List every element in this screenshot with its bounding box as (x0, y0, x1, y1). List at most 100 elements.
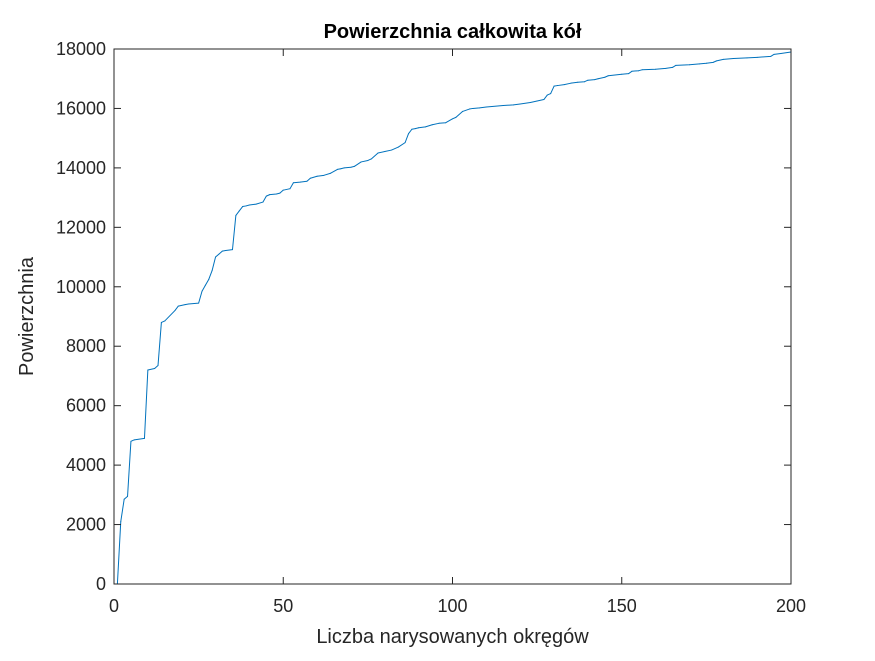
data-point (330, 172, 332, 174)
data-point (130, 440, 132, 442)
data-point (316, 175, 318, 177)
data-point (282, 189, 284, 191)
y-tick-label: 2000 (66, 515, 106, 535)
data-point (411, 128, 413, 130)
x-tick-label: 50 (273, 596, 293, 616)
data-point (655, 68, 657, 70)
data-point (157, 365, 159, 367)
data-point (641, 69, 643, 71)
data-point (120, 521, 122, 523)
data-point (353, 165, 355, 167)
data-point (712, 61, 714, 63)
data-point (184, 304, 186, 306)
y-tick-label: 16000 (56, 98, 106, 118)
data-point (732, 58, 734, 60)
data-point (248, 204, 250, 206)
data-point (143, 437, 145, 439)
x-axis-ticks: 0 50 100 150 200 (109, 49, 806, 616)
y-tick-label: 4000 (66, 455, 106, 475)
data-point (147, 369, 149, 371)
data-point (705, 62, 707, 64)
data-point (455, 116, 457, 118)
data-point (584, 81, 586, 83)
data-point (550, 93, 552, 95)
data-point (485, 106, 487, 108)
data-point (309, 177, 311, 179)
data-point (235, 214, 237, 216)
data-point (587, 79, 589, 81)
data-point (756, 56, 758, 58)
data-point (343, 167, 345, 169)
data-point (479, 107, 481, 109)
data-point (377, 152, 379, 154)
data-point (275, 193, 277, 195)
data-point (512, 104, 514, 106)
data-point (414, 128, 416, 130)
data-point (204, 284, 206, 286)
data-point (638, 70, 640, 72)
data-point (553, 85, 555, 87)
data-point (133, 439, 135, 441)
data-point (336, 168, 338, 170)
data-point (424, 126, 426, 128)
series-layer (116, 51, 792, 585)
data-point (780, 52, 782, 54)
data-point (208, 278, 210, 280)
y-axis-title: Powierzchnia (16, 256, 38, 376)
data-point (722, 58, 724, 60)
data-point (607, 75, 609, 77)
data-point (221, 250, 223, 252)
data-point (577, 81, 579, 83)
data-point (594, 79, 596, 81)
data-point (628, 73, 630, 75)
data-point (289, 188, 291, 190)
data-point (160, 321, 162, 323)
y-tick-label: 0 (96, 574, 106, 594)
data-point (177, 305, 179, 307)
data-point (245, 205, 247, 207)
data-point (201, 290, 203, 292)
data-point (688, 64, 690, 66)
data-point (563, 84, 565, 86)
data-point (279, 192, 281, 194)
data-point (384, 151, 386, 153)
data-point (370, 158, 372, 160)
data-point (164, 320, 166, 322)
data-point (621, 73, 623, 75)
plot-area (114, 49, 791, 584)
data-point (397, 146, 399, 148)
data-point (306, 180, 308, 182)
data-point (242, 206, 244, 208)
data-point (536, 100, 538, 102)
chart-title: Powierzchnia całkowita kół (324, 21, 582, 43)
data-point (154, 368, 156, 370)
data-point (367, 159, 369, 161)
data-point (231, 249, 233, 251)
y-tick-label: 18000 (56, 39, 106, 59)
data-point (438, 122, 440, 124)
data-point (391, 149, 393, 151)
y-tick-label: 14000 (56, 158, 106, 178)
data-point (529, 102, 531, 103)
data-point (404, 142, 406, 144)
y-tick-label: 10000 (56, 277, 106, 297)
data-point (269, 194, 271, 196)
data-point (350, 166, 352, 168)
data-point (604, 76, 606, 78)
data-point (631, 70, 633, 72)
data-point (672, 66, 674, 68)
data-point (462, 110, 464, 112)
y-tick-label: 8000 (66, 336, 106, 356)
data-point (773, 53, 775, 55)
data-point (198, 302, 200, 304)
data-point (546, 94, 548, 96)
data-point (543, 99, 545, 101)
data-point (299, 181, 301, 183)
data-point (770, 55, 772, 57)
data-point (127, 495, 129, 497)
data-point (211, 269, 213, 271)
y-tick-label: 12000 (56, 217, 106, 237)
data-point (472, 107, 474, 109)
